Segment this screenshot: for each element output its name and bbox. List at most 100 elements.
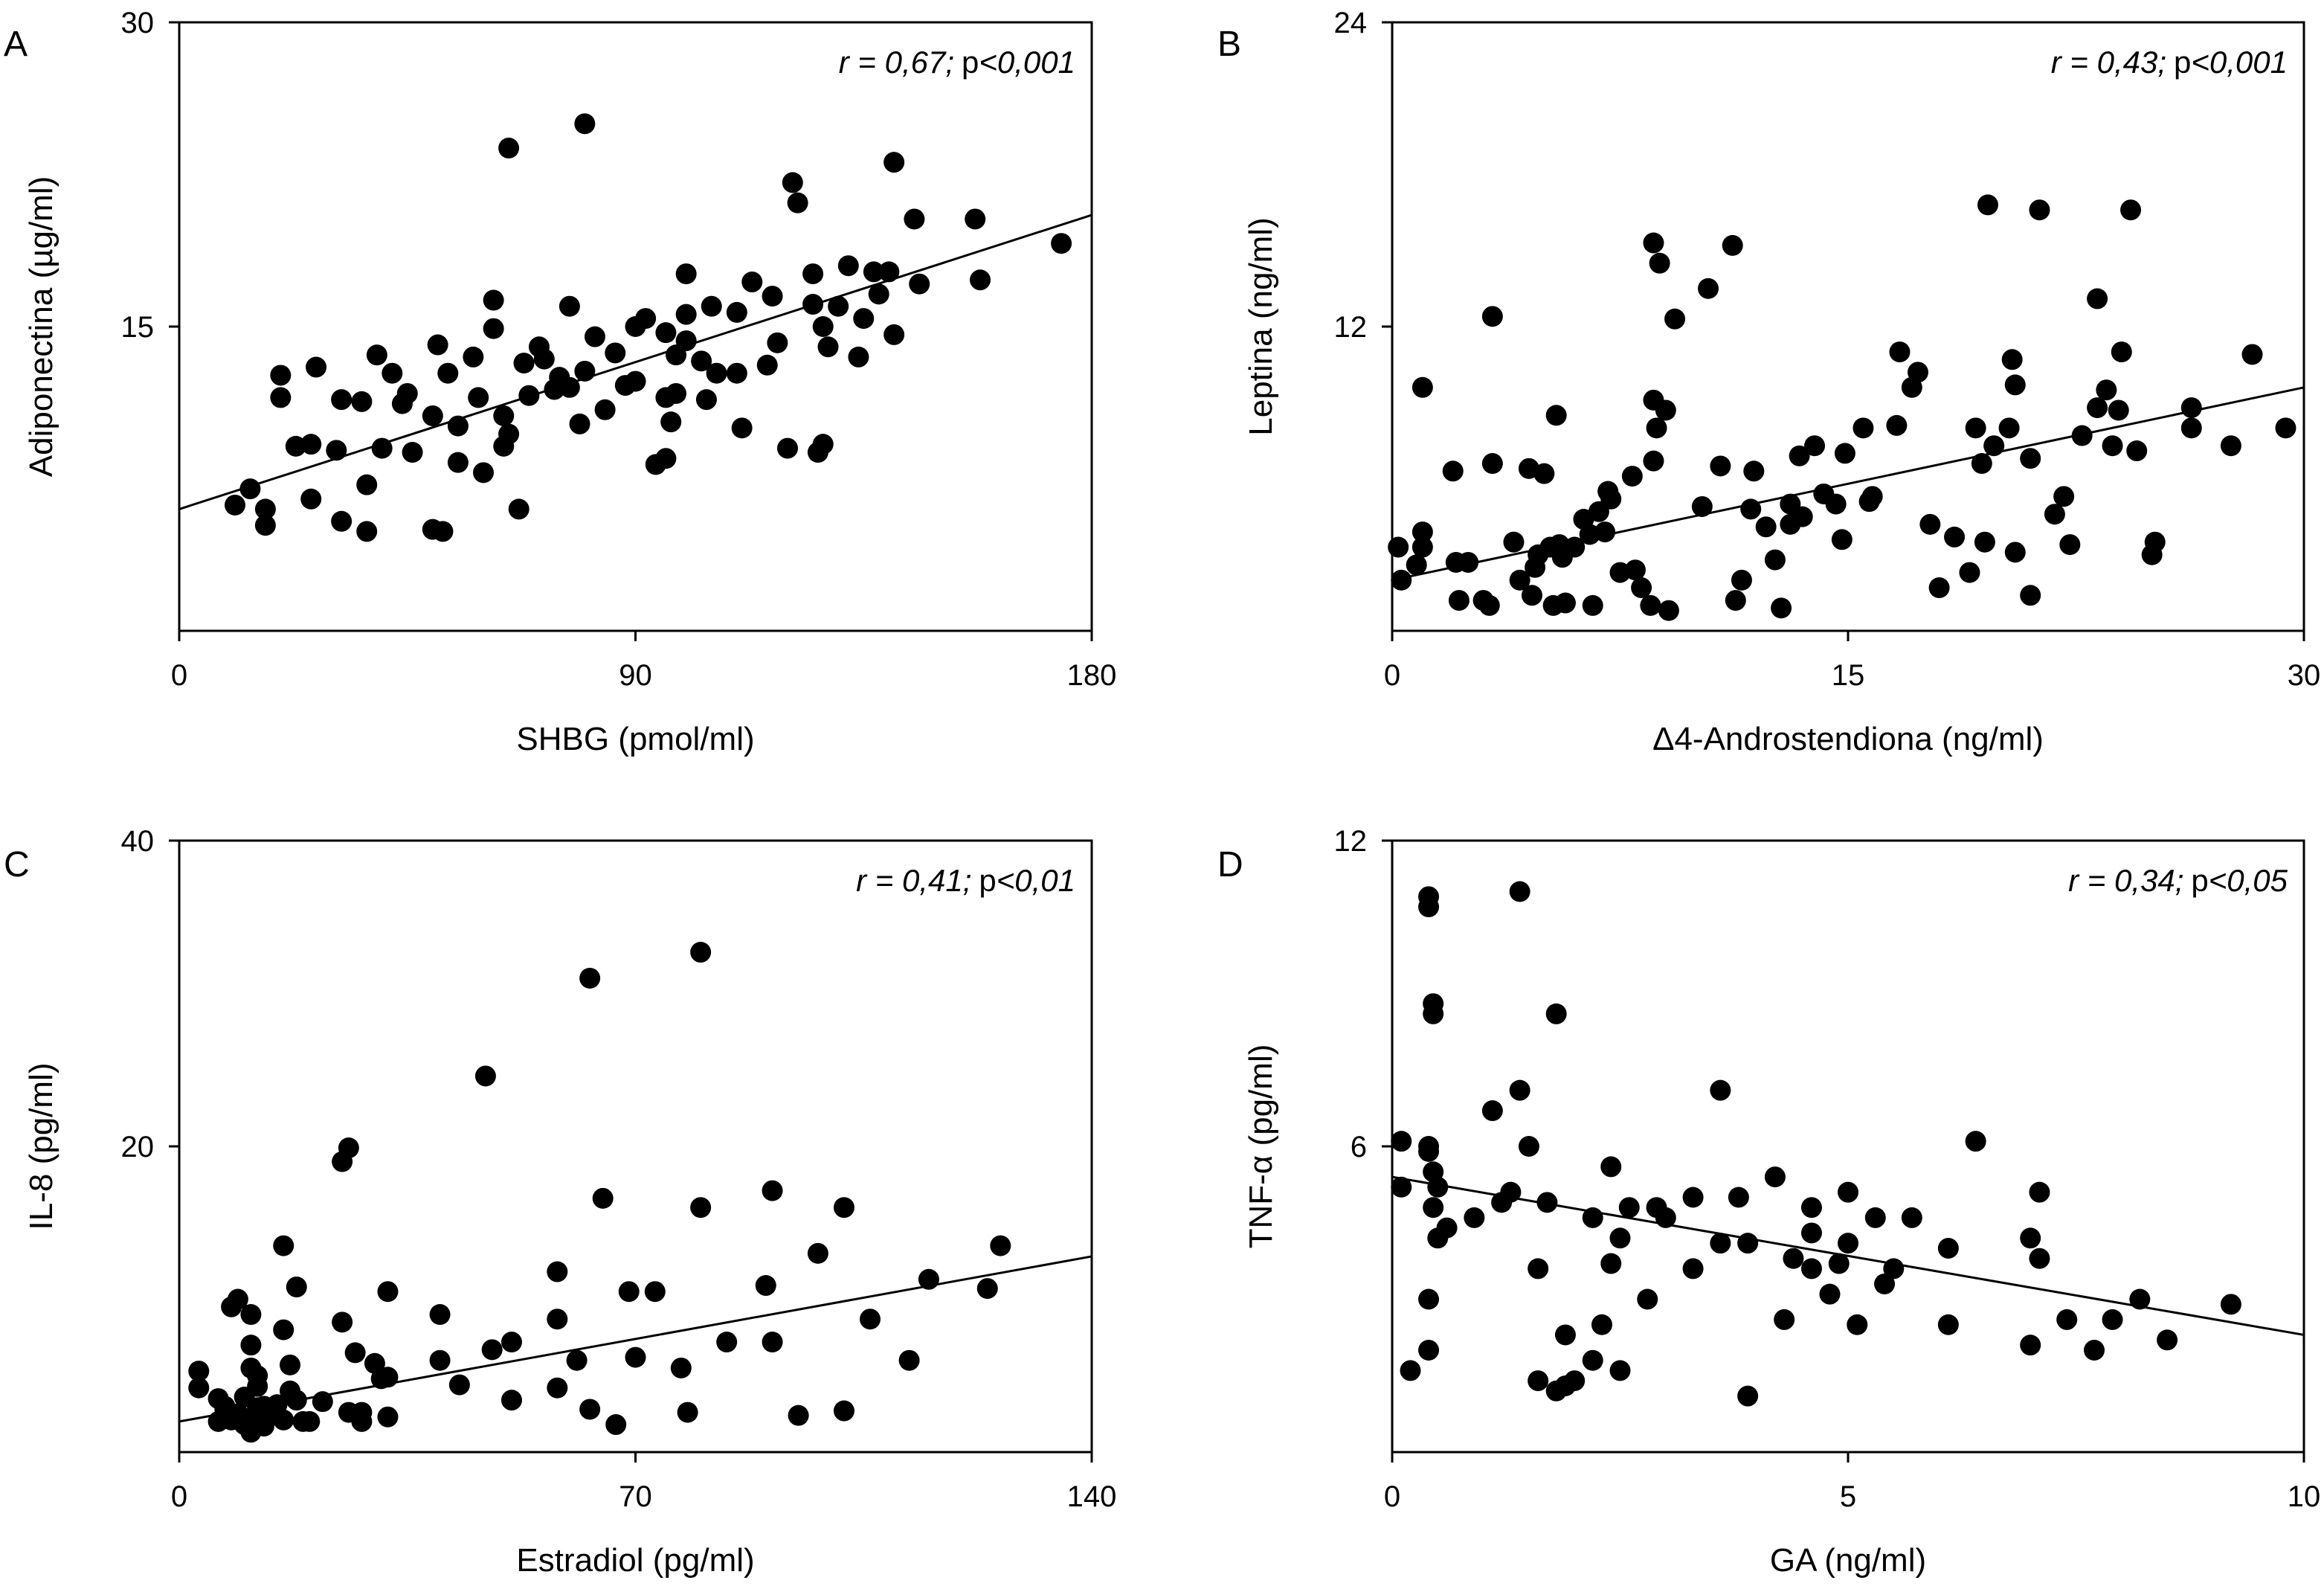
- p-label: p: [2191, 863, 2208, 898]
- data-point: [1649, 252, 1670, 274]
- data-point: [677, 1402, 698, 1423]
- data-point: [1637, 1288, 1658, 1310]
- data-point: [2129, 1288, 2151, 1310]
- data-point: [1838, 1181, 1858, 1203]
- data-point: [240, 1304, 262, 1326]
- data-point: [762, 286, 783, 307]
- data-point: [625, 1346, 646, 1368]
- data-point: [1937, 1238, 1959, 1259]
- data-point: [1643, 450, 1664, 472]
- data-point: [533, 348, 555, 370]
- p-value: <0,01: [997, 863, 1075, 898]
- data-point: [1582, 1349, 1603, 1371]
- data-point: [188, 1377, 210, 1399]
- y-tick-label: 40: [121, 825, 155, 858]
- y-axis-label: Leptina (ng/ml): [1243, 217, 1279, 435]
- data-point: [377, 1406, 399, 1428]
- data-point: [574, 360, 596, 382]
- data-point: [270, 365, 292, 386]
- data-point: [481, 1339, 503, 1361]
- y-tick-label: 20: [121, 1131, 155, 1163]
- data-point: [1600, 1156, 1622, 1178]
- data-point: [286, 1390, 307, 1411]
- data-point: [351, 1402, 373, 1423]
- data-point: [468, 387, 489, 408]
- data-point: [2102, 435, 2123, 457]
- panel-d: D 0 5 10 6 12 GA (ng/ml) TNF-α (pg/ml) r = 0,34;…: [1217, 825, 2320, 1579]
- data-point: [2029, 1248, 2050, 1269]
- data-point: [976, 1278, 998, 1300]
- data-point: [1591, 1314, 1612, 1335]
- data-point: [807, 1242, 828, 1264]
- data-point: [1977, 194, 1998, 216]
- data-point: [782, 172, 803, 193]
- data-point: [447, 415, 469, 437]
- panel-letter: B: [1217, 25, 1241, 64]
- data-point: [1412, 521, 1433, 543]
- data-point: [833, 1197, 854, 1219]
- y-axis-label: Adiponectina (µg/ml): [23, 176, 59, 477]
- panel-c: C 0 70 140 20 40 Estradiol (pg/ml) IL-8 (pg/ml)…: [4, 825, 1116, 1579]
- data-point: [1819, 1283, 1841, 1305]
- correlation-annotation: r = 0,43; p<0,001: [2051, 45, 2288, 80]
- data-point: [1478, 594, 1500, 616]
- data-point: [1481, 306, 1503, 327]
- data-point: [802, 263, 824, 285]
- data-point: [1825, 493, 1847, 515]
- data-point: [371, 437, 393, 459]
- x-tick-label: 5: [1840, 1480, 1856, 1513]
- data-point: [690, 942, 712, 963]
- data-point: [1391, 1176, 1412, 1198]
- data-point: [1864, 1207, 1886, 1228]
- data-point: [1743, 460, 1765, 482]
- p-value: <0,05: [2209, 863, 2288, 898]
- data-point: [474, 1065, 496, 1087]
- x-tick-label: 15: [1832, 659, 1865, 692]
- data-point: [1907, 362, 1928, 383]
- data-point: [559, 376, 580, 398]
- x-tick-label: 140: [1067, 1480, 1117, 1513]
- x-tick-label: 10: [2288, 1480, 2321, 1513]
- x-tick-label: 0: [171, 659, 187, 692]
- data-point: [787, 192, 808, 214]
- data-point: [1774, 1309, 1795, 1330]
- data-point: [904, 208, 925, 230]
- data-point: [429, 1349, 451, 1371]
- data-point: [1971, 453, 1992, 475]
- x-tick-label: 0: [1384, 659, 1400, 692]
- p-label: p: [962, 45, 979, 80]
- data-point: [473, 462, 494, 484]
- data-point: [731, 417, 753, 439]
- x-axis-label: GA (ng/ml): [1770, 1542, 1926, 1579]
- data-point: [1771, 597, 1792, 619]
- data-point: [382, 362, 403, 384]
- data-point: [990, 1235, 1011, 1256]
- data-point: [273, 1235, 294, 1256]
- data-point: [644, 1281, 666, 1303]
- data-point: [1965, 417, 1986, 439]
- data-point: [690, 1197, 712, 1219]
- data-point: [584, 326, 605, 347]
- y-tick-label: 12: [1334, 825, 1368, 858]
- data-point: [1737, 1385, 1759, 1407]
- data-point: [788, 1404, 809, 1426]
- data-point: [1731, 569, 1752, 591]
- data-point: [1464, 1207, 1485, 1228]
- data-point: [1928, 577, 1950, 599]
- data-point: [2056, 1309, 2078, 1330]
- data-point: [1682, 1258, 1704, 1280]
- data-point: [726, 301, 747, 323]
- data-point: [2241, 344, 2263, 365]
- data-point: [227, 1288, 248, 1310]
- data-point: [2029, 1181, 2050, 1203]
- data-point: [1874, 1273, 1896, 1294]
- data-point: [1525, 556, 1546, 578]
- data-point: [1764, 549, 1786, 571]
- data-point: [344, 1342, 366, 1364]
- data-point: [1834, 443, 1855, 464]
- data-point: [2220, 435, 2241, 457]
- data-point: [1618, 1197, 1640, 1219]
- data-point: [331, 389, 353, 411]
- data-point: [1847, 1314, 1868, 1335]
- data-point: [273, 1319, 294, 1341]
